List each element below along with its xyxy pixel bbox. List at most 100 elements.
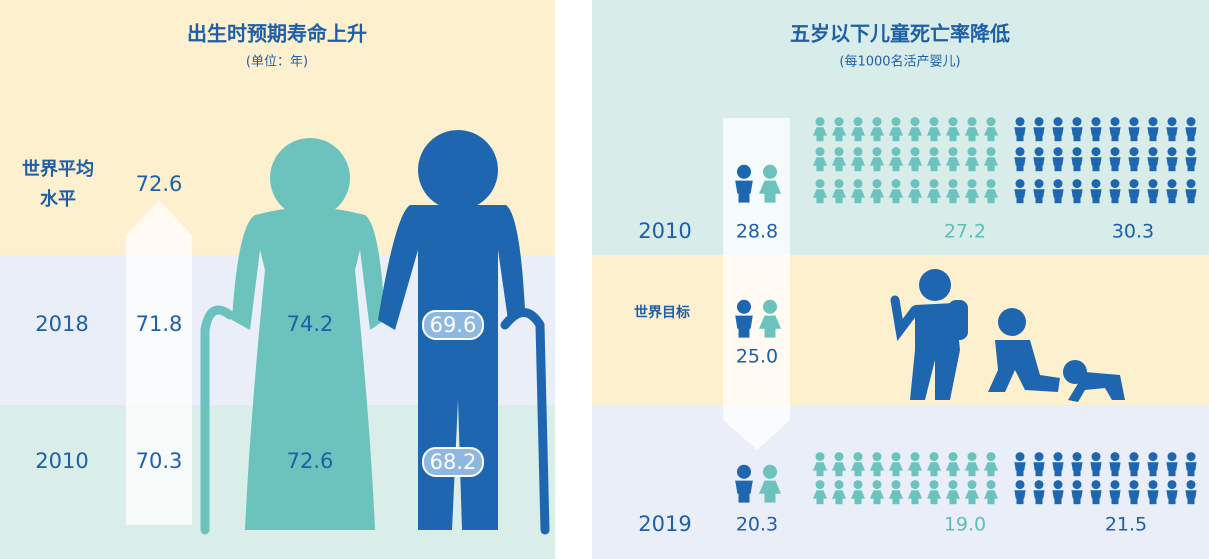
girl-icon [908, 452, 922, 477]
girl-icon [927, 147, 941, 172]
boy-icon [1166, 179, 1178, 204]
value: 70.3 [136, 449, 183, 473]
value: 30.3 [1112, 221, 1154, 243]
girl-icon [832, 147, 846, 172]
boy-icon [1128, 117, 1140, 142]
boy-icon [1166, 147, 1178, 172]
girl-icon [851, 179, 865, 204]
boy-icon [1033, 147, 1045, 172]
boy-icon [1147, 452, 1159, 477]
boy-icon [1128, 480, 1140, 505]
girl-icon [889, 480, 903, 505]
year: 2018 [35, 312, 88, 336]
girl-icon [851, 117, 865, 142]
girl-icon [946, 147, 960, 172]
subtitle: (单位：年) [246, 55, 308, 70]
boy-icon [1147, 147, 1159, 172]
girl-icon [984, 179, 998, 204]
boy-icon [1109, 147, 1121, 172]
girl-icon [946, 117, 960, 142]
boy-icon [1071, 179, 1083, 204]
arrow [723, 118, 790, 450]
boy-icon [1166, 117, 1178, 142]
girl-icon [965, 480, 979, 505]
boy-icon [1128, 452, 1140, 477]
title: 五岁以下儿童死亡率降低 [790, 22, 1010, 46]
value: 25.0 [736, 346, 778, 368]
boy-icon [735, 464, 753, 503]
left-panel: 出生时预期寿命上升 (单位：年) 世界平均 水平 72.6 2018 71.8 … [0, 0, 555, 559]
value: 72.6 [136, 172, 183, 196]
male-badge [422, 447, 484, 477]
girl-icon [813, 179, 827, 204]
boy-icon [1128, 179, 1140, 204]
boy-icon [1147, 117, 1159, 142]
girl-icon [908, 117, 922, 142]
girl-icon [813, 117, 827, 142]
boy-icon [1109, 179, 1121, 204]
value: 21.5 [1105, 514, 1147, 536]
old-woman [200, 138, 385, 535]
boy-icon [1052, 480, 1064, 505]
old-man [378, 130, 550, 535]
boy-icon [1147, 179, 1159, 204]
girl-icon [946, 480, 960, 505]
girl-icon [813, 452, 827, 477]
girl-icon [965, 179, 979, 204]
band [592, 0, 1209, 255]
girl-icon [946, 179, 960, 204]
boy-icon [1185, 480, 1197, 505]
girl-icon [813, 480, 827, 505]
boy-icon [1090, 480, 1102, 505]
girl-icon [889, 117, 903, 142]
boy-icon [1052, 452, 1064, 477]
girl-icon [927, 117, 941, 142]
value: 20.3 [736, 514, 778, 536]
boy-icon [1014, 179, 1026, 204]
boy-icon [1071, 117, 1083, 142]
value: 74.2 [287, 312, 334, 336]
girl-icon [908, 480, 922, 505]
boy-icon [1185, 179, 1197, 204]
girl-icon [832, 117, 846, 142]
girl-icon [927, 452, 941, 477]
subtitle: (每1000名活产婴儿) [839, 54, 960, 70]
girl-icon [759, 164, 781, 203]
boy-icon [1033, 480, 1045, 505]
value: 27.2 [944, 221, 986, 243]
boy-icon [1185, 452, 1197, 477]
girl-icon [927, 179, 941, 204]
girl-icon [759, 299, 781, 338]
girl-icon [832, 179, 846, 204]
girl-icon [908, 179, 922, 204]
value: 71.8 [136, 312, 183, 336]
boy-icon [1166, 480, 1178, 505]
girl-icon [832, 452, 846, 477]
girl-icon [889, 452, 903, 477]
girl-icon [965, 117, 979, 142]
title: 出生时预期寿命上升 [187, 22, 367, 46]
boy-icon [1109, 452, 1121, 477]
boy-icon [1014, 480, 1026, 505]
value: 72.6 [287, 449, 334, 473]
girl-icon [984, 452, 998, 477]
boy-icon [1033, 179, 1045, 204]
girl-icon [832, 480, 846, 505]
value: 28.8 [736, 221, 778, 243]
row-label: 水平 [40, 188, 76, 210]
boy-icon [1185, 117, 1197, 142]
arrow [126, 200, 192, 525]
boy-icon [1090, 117, 1102, 142]
girl-icon [965, 452, 979, 477]
row-label: 世界目标 [634, 304, 690, 321]
boy-icon [735, 299, 753, 338]
year: 2010 [35, 449, 88, 473]
boy-icon [1014, 117, 1026, 142]
boy-icon [1090, 147, 1102, 172]
right-panel: 五岁以下儿童死亡率降低 (每1000名活产婴儿) 2010 28.8 27.2 … [592, 0, 1209, 559]
boy-icon [1033, 452, 1045, 477]
boy-icon [1090, 179, 1102, 204]
girl-icon [870, 452, 884, 477]
girl-icon [908, 147, 922, 172]
